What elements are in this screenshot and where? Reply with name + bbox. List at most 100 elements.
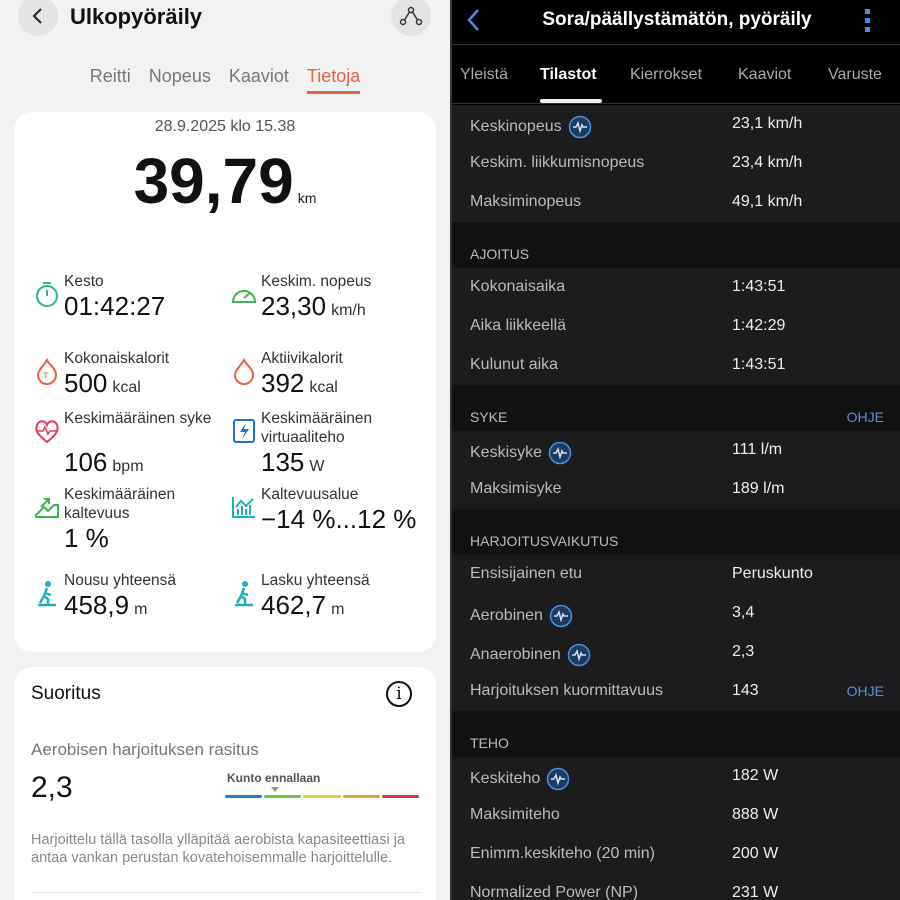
stat-label-wrap: Keskinopeus xyxy=(470,115,592,139)
level-segment xyxy=(225,795,263,798)
stat-number: 106 xyxy=(64,447,108,477)
performance-subtitle: Aerobisen harjoituksen rasitus xyxy=(31,740,259,759)
stat-value: 106 bpm xyxy=(64,447,144,478)
stat-label-wrap: Kulunut aika xyxy=(470,356,558,374)
help-link[interactable]: OHJE xyxy=(846,409,884,425)
stat-label: Keskiteho xyxy=(470,770,541,787)
stat-label-wrap: Maksimisyke xyxy=(470,480,562,498)
chart-wave-icon[interactable] xyxy=(549,604,573,628)
distance-unit: km xyxy=(297,190,317,206)
stat-label: Maksimiteho xyxy=(470,806,560,823)
page-title: Ulkopyöräily xyxy=(70,4,203,29)
tab-kierrokset[interactable]: Kierrokset xyxy=(630,66,703,83)
chart-wave-icon[interactable] xyxy=(546,767,570,791)
section-header: TEHO xyxy=(452,711,900,757)
stat-value: 182 W xyxy=(732,767,779,784)
stat-label-wrap: Normalized Power (NP) xyxy=(470,884,638,900)
stat-label: Kaltevuusalue xyxy=(261,486,359,503)
stat-label-wrap: Maksimiteho xyxy=(470,806,560,824)
stat-value: −14 %...12 % xyxy=(261,504,416,535)
stat-unit: m xyxy=(331,601,345,618)
stat-label: Kesto xyxy=(64,273,104,290)
tab-kaaviot[interactable]: Kaaviot xyxy=(228,66,289,86)
stat-label-wrap: Anaerobinen xyxy=(470,643,591,667)
back-button[interactable] xyxy=(18,0,58,36)
stat-unit: m xyxy=(134,601,148,618)
training-level-scale: Kunto ennallaan xyxy=(225,771,420,798)
stat-value: 200 W xyxy=(732,845,779,862)
stat-unit: km/h xyxy=(331,302,366,319)
more-options-icon[interactable] xyxy=(864,8,872,34)
stat-row: Keskiteho 182 W xyxy=(452,757,900,796)
stat-value: 3,4 xyxy=(732,604,755,621)
stat-unit: kcal xyxy=(309,379,338,396)
chart-wave-icon[interactable] xyxy=(548,441,572,465)
active-tab-indicator xyxy=(540,99,602,103)
stat-label: Kokonaisaika xyxy=(470,278,566,295)
stat-label-wrap: Kokonaisaika xyxy=(470,278,565,296)
route-button[interactable] xyxy=(391,0,431,36)
distance-value: 39,79 xyxy=(133,145,294,217)
left-panel: Ulkopyöräily Reitti Nopeus Kaaviot Tieto… xyxy=(0,0,450,900)
section-title: SYKE xyxy=(470,409,508,425)
tab-reitti[interactable]: Reitti xyxy=(89,66,131,86)
stat-label: Aerobinen xyxy=(470,607,543,624)
stat-label: Enimm.keskiteho (20 min) xyxy=(470,845,655,862)
stat-label-wrap: Ensisijainen etu xyxy=(470,565,582,583)
stat-label-wrap: Harjoituksen kuormittavuus xyxy=(470,682,663,700)
stat-label-wrap: Aerobinen xyxy=(470,604,573,628)
tab-nopeus[interactable]: Nopeus xyxy=(148,66,211,86)
tab-tilastot[interactable]: Tilastot xyxy=(540,66,597,83)
stat-value: 01:42:27 xyxy=(64,291,165,322)
level-segment xyxy=(303,795,341,798)
stat-value: 135 W xyxy=(261,447,325,478)
performance-card: Suoritus i Aerobisen harjoituksen rasitu… xyxy=(14,667,436,900)
training-effect-value: 2,3 xyxy=(31,771,73,804)
stat-value: 500 kcal xyxy=(64,368,141,399)
flame-total-icon: T xyxy=(33,357,61,385)
bar-chart-icon xyxy=(230,493,258,521)
chart-wave-icon[interactable] xyxy=(568,115,592,139)
stat-value: 888 W xyxy=(732,806,779,823)
stat-label-wrap: Keskisyke xyxy=(470,441,572,465)
stat-row: Kulunut aika 1:43:51 xyxy=(452,346,900,385)
tab-kaaviot[interactable]: Kaaviot xyxy=(738,66,792,83)
back-chevron-icon[interactable] xyxy=(466,8,482,32)
section-title: HARJOITUSVAIKUTUS xyxy=(470,533,619,549)
stat-row: Maksimisyke 189 l/m xyxy=(452,470,900,509)
stat-number: 01:42:27 xyxy=(64,291,166,321)
speedometer-icon xyxy=(230,280,258,308)
stat-value: 458,9 m xyxy=(64,590,147,621)
section-header: AJOITUS xyxy=(452,222,900,268)
slope-icon xyxy=(33,493,61,521)
stat-label: Maksiminopeus xyxy=(470,193,582,210)
help-link[interactable]: OHJE xyxy=(846,683,884,699)
stat-unit: bpm xyxy=(112,458,144,475)
section-header: HARJOITUSVAIKUTUS xyxy=(452,509,900,555)
level-segment xyxy=(264,795,302,798)
stat-row: Aika liikkeellä 1:42:29 xyxy=(452,307,900,346)
flame-icon xyxy=(230,357,258,385)
stats-list[interactable]: Keskinopeus 23,1 km/h Keskim. liikkumisnop… xyxy=(452,105,900,900)
stat-value: 1:43:51 xyxy=(732,356,786,373)
stat-label-wrap: Keskiteho xyxy=(470,767,570,791)
top-bar: Sora/päällystämätön, pyöräily xyxy=(452,0,900,45)
tab-varuste[interactable]: Varuste xyxy=(828,66,882,83)
tab-yleista[interactable]: Yleistä xyxy=(460,66,509,83)
stat-value: 1:43:51 xyxy=(732,278,786,295)
chart-wave-icon[interactable] xyxy=(567,643,591,667)
summary-card: 28.9.2025 klo 15.38 39,79 km Kesto 01:42:2… xyxy=(14,112,436,652)
stat-label: Keskimääräinen syke xyxy=(64,410,212,427)
stat-label: Keskimääräinen virtuaaliteho xyxy=(261,410,373,446)
info-icon[interactable]: i xyxy=(386,681,412,707)
level-marker-icon xyxy=(271,787,279,792)
stat-label-wrap: Enimm.keskiteho (20 min) xyxy=(470,845,655,863)
stat-row: Maksiminopeus 49,1 km/h xyxy=(452,183,900,222)
stat-label: Lasku yhteensä xyxy=(261,572,370,589)
stat-value: Peruskunto xyxy=(732,565,813,582)
tab-bar: Reitti Nopeus Kaaviot Tietoja xyxy=(0,66,450,94)
tab-tietoja[interactable]: Tietoja xyxy=(306,66,361,94)
stat-value: 189 l/m xyxy=(732,480,785,497)
stat-row: Harjoituksen kuormittavuus 143 OHJE xyxy=(452,672,900,711)
stat-label: Ensisijainen etu xyxy=(470,565,583,582)
